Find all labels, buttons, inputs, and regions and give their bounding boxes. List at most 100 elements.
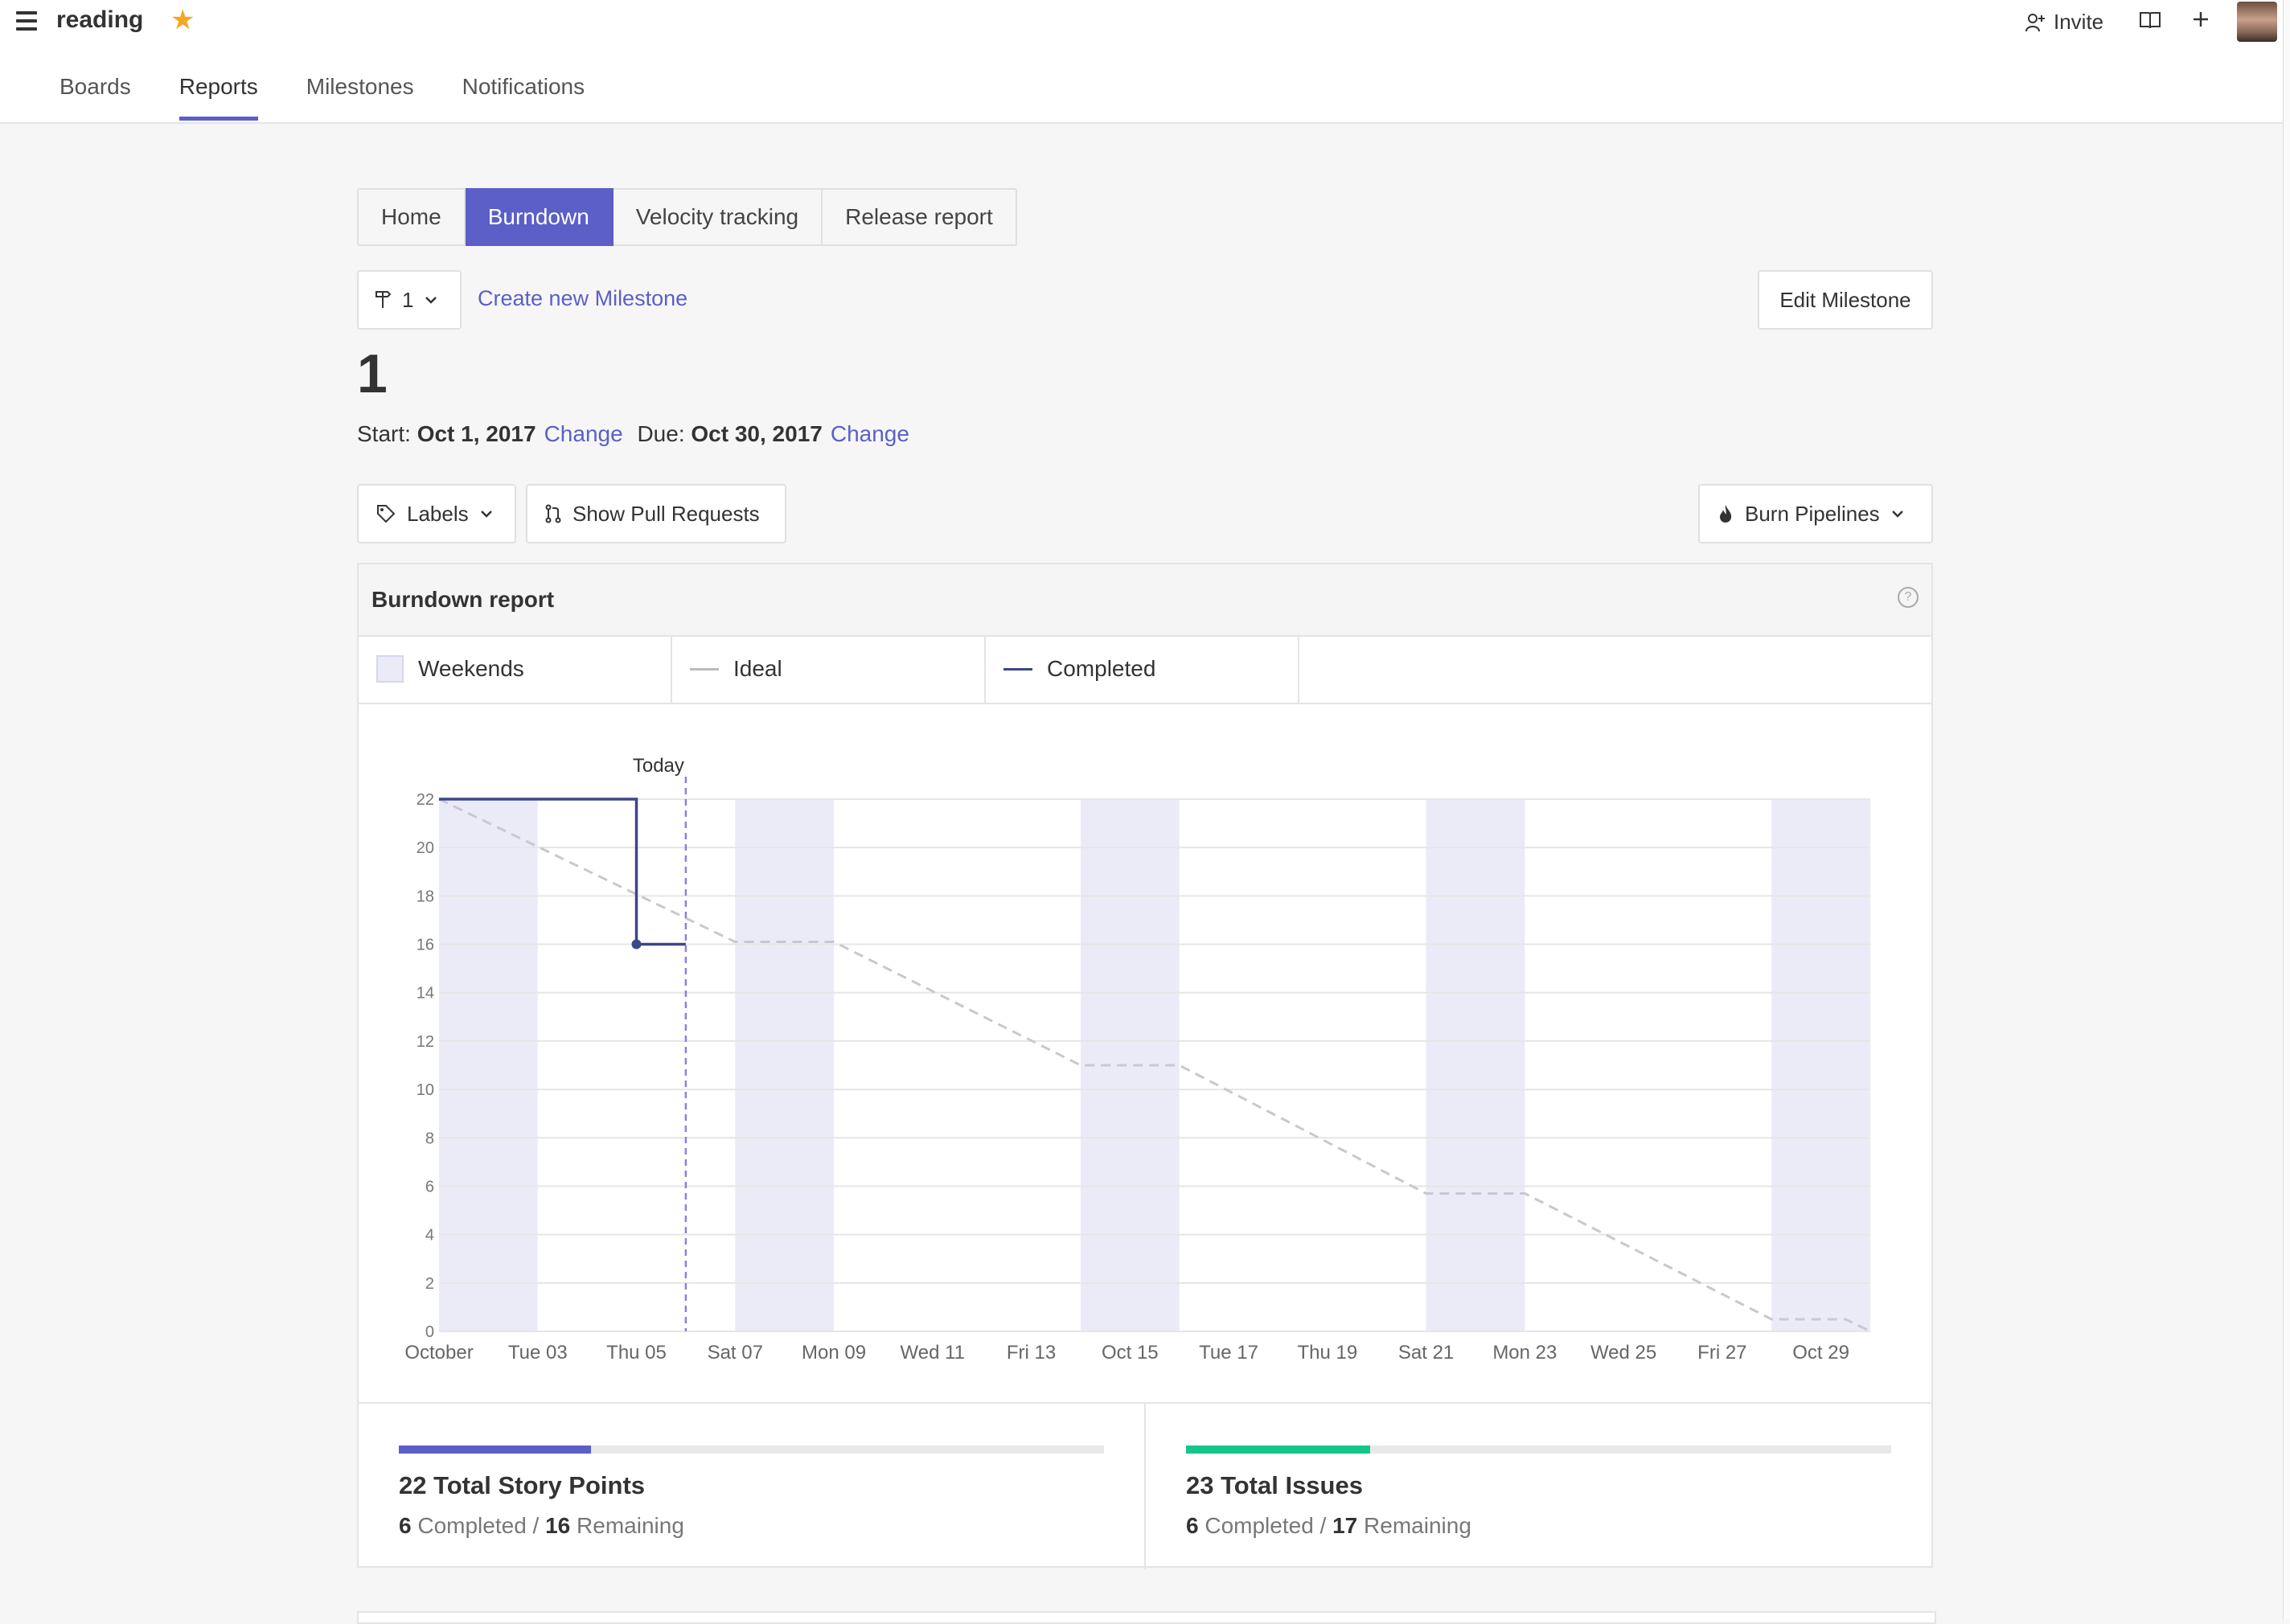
completed-swatch (1003, 667, 1032, 671)
start-date: Oct 1, 2017 (417, 421, 536, 446)
legend-ideal-label: Ideal (733, 656, 782, 681)
milestone-select-value: 1 (402, 287, 414, 312)
y-tick-label: 4 (425, 1227, 434, 1245)
milestone-select[interactable]: 1 (357, 270, 462, 330)
burn-pipelines-label: Burn Pipelines (1745, 501, 1880, 526)
ideal-series-line (438, 798, 1871, 1333)
x-tick-label: Mon 23 (1492, 1342, 1557, 1364)
y-tick-label: 6 (425, 1178, 434, 1195)
burndown-chart: 0 2 4 6 8 10 12 14 16 18 20 22 October Tue 03 Thu 05 Sa… (404, 755, 1871, 1364)
y-tick-label: 14 (417, 985, 434, 1003)
weekends-swatch (376, 655, 404, 683)
weekend-band (1771, 799, 1870, 1331)
issues-remaining-label: Remaining (1364, 1513, 1471, 1538)
change-start-link[interactable]: Change (544, 421, 623, 446)
tab-burndown[interactable]: Burndown (465, 188, 614, 246)
issues-stat: 23 Total Issues 6 Completed / 17 Remaini… (1144, 1404, 1931, 1569)
x-tick-label: Thu 05 (606, 1342, 667, 1364)
weekend-band (1426, 799, 1525, 1331)
tab-home[interactable]: Home (357, 188, 466, 246)
y-tick-label: 10 (417, 1081, 434, 1099)
weekend-band (439, 799, 538, 1331)
completed-point (631, 939, 642, 949)
y-tick-label: 12 (417, 1033, 434, 1051)
workspace-name[interactable]: reading (56, 6, 144, 33)
issues-progress-fill (1186, 1446, 1370, 1454)
edit-milestone-button[interactable]: Edit Milestone (1758, 270, 1933, 330)
x-tick-label: Wed 25 (1590, 1342, 1656, 1364)
story-points-breakdown: 6 Completed / 16 Remaining (399, 1513, 684, 1538)
y-tick-label: 18 (417, 888, 434, 905)
legend-weekends-label: Weekends (418, 656, 524, 681)
pull-request-icon (545, 504, 561, 523)
labels-dropdown[interactable]: Labels (357, 484, 516, 543)
change-due-link[interactable]: Change (830, 421, 909, 446)
x-tick-label: Thu 19 (1297, 1342, 1357, 1364)
x-tick-label: Oct 15 (1102, 1342, 1159, 1364)
burndown-report-panel: Burndown report ? Weekends Ideal Complet… (357, 563, 1933, 1569)
chart-legend: Weekends Ideal Completed (359, 635, 1931, 704)
x-tick-label: Oct 29 (1792, 1342, 1849, 1364)
x-tick-label: Wed 11 (901, 1342, 966, 1364)
milestone-dates: Start: Oct 1, 2017 Change Due: Oct 30, 20… (357, 421, 917, 447)
y-tick-label: 20 (417, 839, 434, 857)
points-remaining-label: Remaining (577, 1513, 684, 1538)
issues-completed-count: 6 (1186, 1513, 1199, 1538)
points-completed-count: 6 (399, 1513, 412, 1538)
panel-header: Burndown report ? (359, 564, 1931, 637)
tab-milestones[interactable]: Milestones (306, 74, 414, 99)
milestone-title: 1 (357, 343, 388, 404)
issues-title: 23 Total Issues (1186, 1471, 1363, 1499)
legend-weekends[interactable]: Weekends (359, 635, 672, 703)
next-panel-edge (357, 1611, 1936, 1624)
avatar[interactable] (2237, 2, 2277, 42)
x-tick-label: Sat 21 (1398, 1342, 1454, 1364)
story-points-title: 22 Total Story Points (399, 1471, 646, 1499)
x-tick-label: Tue 17 (1199, 1342, 1258, 1364)
tab-release-report[interactable]: Release report (823, 188, 1017, 246)
milestone-icon (376, 291, 391, 308)
tab-reports[interactable]: Reports (155, 68, 282, 121)
y-tick-label: 16 (417, 937, 434, 954)
tag-icon (377, 505, 396, 523)
invite-button[interactable]: Invite (2025, 10, 2103, 35)
burn-pipelines-dropdown[interactable]: Burn Pipelines (1698, 484, 1933, 543)
x-tick-label: Sat 07 (708, 1342, 763, 1364)
help-icon[interactable]: ? (1898, 587, 1919, 608)
report-tabs: Home Burndown Velocity tracking Release … (357, 188, 1017, 246)
tab-velocity-tracking[interactable]: Velocity tracking (613, 188, 823, 246)
start-label: Start: (357, 421, 411, 446)
chevron-down-icon (425, 297, 437, 304)
y-tick-label: 2 (425, 1275, 434, 1293)
due-date: Oct 30, 2017 (691, 421, 823, 446)
issues-progress (1186, 1446, 1891, 1454)
panel-title: Burndown report (371, 587, 555, 612)
star-icon[interactable]: ★ (170, 5, 195, 35)
add-user-icon (2025, 13, 2045, 31)
points-completed-label: Completed (417, 1513, 527, 1538)
issues-breakdown: 6 Completed / 17 Remaining (1186, 1513, 1471, 1538)
ideal-swatch (690, 667, 719, 671)
main-nav: Boards Reports Milestones Notifications (35, 68, 609, 122)
legend-ideal[interactable]: Ideal (672, 635, 986, 703)
labels-dropdown-label: Labels (407, 501, 469, 526)
create-milestone-link[interactable]: Create new Milestone (478, 286, 688, 310)
scrollbar[interactable] (2283, 0, 2290, 1619)
plus-icon[interactable] (2192, 10, 2210, 32)
story-points-progress-fill (399, 1446, 592, 1454)
invite-label: Invite (2054, 10, 2104, 34)
book-icon[interactable] (2139, 10, 2161, 35)
show-pull-requests-button[interactable]: Show Pull Requests (526, 484, 786, 543)
y-tick-label: 22 (417, 791, 434, 809)
hamburger-menu-icon[interactable] (16, 11, 37, 32)
x-tick-label: October (404, 1342, 473, 1364)
top-bar: reading ★ Invite Boards Reports Mileston… (0, 0, 2290, 124)
x-tick-label: Tue 03 (508, 1342, 568, 1364)
chevron-down-icon (480, 511, 492, 518)
weekend-band (1080, 799, 1180, 1331)
completed-series-line (439, 798, 686, 946)
today-label: Today (633, 755, 684, 777)
legend-completed[interactable]: Completed (986, 635, 1299, 703)
tab-notifications[interactable]: Notifications (462, 74, 585, 99)
tab-boards[interactable]: Boards (60, 74, 131, 99)
